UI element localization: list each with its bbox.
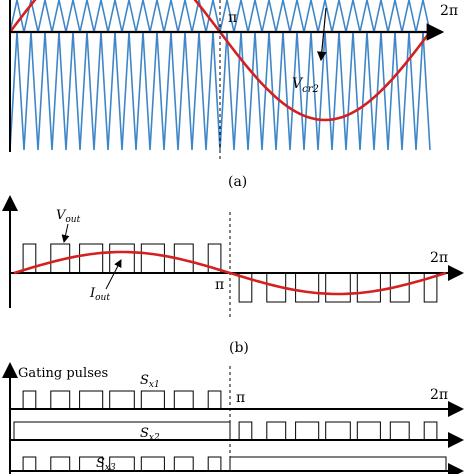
vout-pointer [61,223,70,243]
sx3-pulse-train [14,456,447,472]
vcr2-label: Vcr2 [292,76,319,95]
iout-pointer [105,259,122,290]
sx1-pulse-train [14,390,230,410]
panel-c-pi-label: π [236,390,245,406]
iout-sine-wave [13,250,447,296]
panel-a-pi-label: π [228,10,237,26]
panel-b-pi-label: π [215,277,224,293]
vcr2-pointer [317,7,327,62]
carrier-band-1 [9,0,431,33]
panel-a-two-pi-label: 2π [440,3,458,19]
panel-b-two-pi-label: 2π [430,250,448,266]
gating-pulses-title: Gating pulses [18,366,108,381]
panel-c-two-pi-label: 2π [430,387,448,403]
panel-b-caption: (b) [229,340,249,356]
sx3-label: Sx3 [96,456,116,473]
panel-b: Vout Iout π 2π (b) [2,195,464,356]
sx1-label: Sx1 [140,373,160,390]
iout-label: Iout [89,286,110,303]
panel-a: π 2π Vcr2 (a) [8,0,458,190]
sx2-pulse-train [13,421,446,441]
vout-label: Vout [56,208,81,225]
panel-a-caption: (a) [228,174,247,190]
sx2-label: Sx2 [140,426,160,443]
panel-c: Gating pulses Sx1 Sx2 Sx3 π 2π [2,362,464,474]
